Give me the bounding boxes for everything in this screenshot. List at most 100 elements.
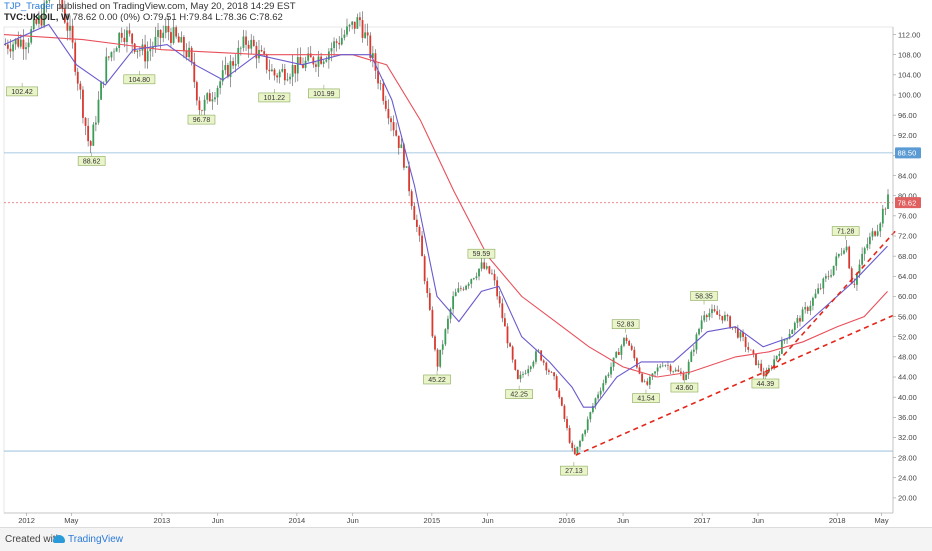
candle-body <box>74 42 77 72</box>
horizontal-lines <box>4 152 893 452</box>
candle <box>566 416 568 431</box>
candle-body <box>478 268 480 277</box>
trendlines[interactable] <box>575 229 897 456</box>
candle-body <box>149 49 152 52</box>
candle-body <box>410 191 413 207</box>
candle <box>346 18 348 37</box>
candle <box>340 28 343 46</box>
price-tick-label: 44.00 <box>898 373 917 382</box>
price-annotation: 88.62 <box>77 152 106 166</box>
candle <box>6 39 9 55</box>
candle <box>408 161 411 197</box>
candle-body <box>646 381 649 385</box>
time-axis[interactable]: 2012 May 2013 Jun 2014 Jun 2015 Jun 2016 Jun 2017 J… <box>4 512 893 525</box>
candle <box>183 35 185 59</box>
candle-body <box>338 42 341 45</box>
candle <box>286 72 289 82</box>
candle-body <box>312 57 315 65</box>
candle <box>496 276 499 300</box>
candle-body <box>881 208 884 224</box>
candle-body <box>861 253 864 265</box>
price-tick-label: 104.00 <box>898 71 921 80</box>
candle <box>79 80 82 100</box>
candle <box>195 80 198 106</box>
candle-body <box>123 37 126 43</box>
candle-body <box>744 336 747 348</box>
candle <box>17 31 20 49</box>
publish-info: published on TradingView.com, May 20, 20… <box>53 1 296 12</box>
price-badge: 88.50 <box>895 147 921 159</box>
candle <box>22 29 25 60</box>
candle-body <box>371 53 374 58</box>
candle <box>726 313 729 322</box>
candle-body <box>742 332 744 337</box>
candle <box>467 282 470 289</box>
trendline[interactable] <box>764 229 897 377</box>
price-tick-label: 20.00 <box>898 494 917 503</box>
candle-body <box>804 307 807 310</box>
candle-body <box>638 367 641 374</box>
candle-body <box>749 349 752 351</box>
candle <box>59 0 60 10</box>
candle <box>713 304 716 313</box>
candle <box>296 48 299 82</box>
candle-body <box>224 65 227 71</box>
candle-body <box>636 358 638 368</box>
candle <box>540 349 543 362</box>
candle-body <box>315 64 317 67</box>
candle <box>74 39 77 76</box>
candle-body <box>384 100 387 109</box>
candle-body <box>887 194 889 209</box>
candle-body <box>4 44 7 46</box>
candle-body <box>180 37 183 43</box>
candle <box>558 388 561 400</box>
candle <box>630 343 633 351</box>
candle-body <box>677 369 680 372</box>
candle <box>876 224 879 237</box>
candle-body <box>628 340 631 346</box>
candle <box>843 248 845 255</box>
candle <box>472 277 475 281</box>
candle-body <box>713 309 716 312</box>
candle-body <box>594 398 597 406</box>
candle <box>436 348 439 371</box>
candle <box>271 63 273 72</box>
candle-body <box>641 373 643 382</box>
candle-body <box>597 394 599 399</box>
tradingview-logo[interactable]: TradingView <box>53 534 123 545</box>
candle <box>752 349 755 358</box>
candle <box>252 35 255 47</box>
candle <box>573 444 576 455</box>
candle <box>66 13 69 41</box>
candle <box>157 22 159 47</box>
author-link[interactable]: TJP_Trader <box>4 1 54 12</box>
time-tick-label: 2018 <box>829 516 846 525</box>
candle <box>594 397 597 410</box>
candle <box>164 17 167 39</box>
candle-body <box>428 293 431 310</box>
price-annotation: 45.22 <box>423 370 451 385</box>
candle <box>131 32 134 54</box>
candle-body <box>291 65 294 77</box>
candle <box>260 45 263 53</box>
candle-body <box>868 236 871 245</box>
price-chart[interactable]: 102.42 88.62 104.80 96.78 101.22 101.99 59.59 4… <box>0 0 932 527</box>
annotation-box <box>831 226 860 236</box>
candle-body <box>327 51 330 60</box>
annotation-label: 104.80 <box>129 77 151 84</box>
candle-body <box>506 326 509 344</box>
candle <box>871 227 874 241</box>
annotation-label: 71.28 <box>837 229 855 236</box>
price-tick-label: 96.00 <box>898 111 917 120</box>
candle <box>589 411 592 423</box>
candle-body <box>553 372 555 377</box>
candle <box>856 272 858 291</box>
candle <box>775 355 778 362</box>
trendline[interactable] <box>575 313 897 456</box>
candle <box>747 342 750 353</box>
price-axis[interactable]: 112.00108.00104.00100.0096.0092.0088.008… <box>892 27 921 513</box>
candle-body <box>824 276 827 279</box>
candle <box>762 367 765 380</box>
candle <box>708 308 711 321</box>
candle <box>542 359 545 366</box>
